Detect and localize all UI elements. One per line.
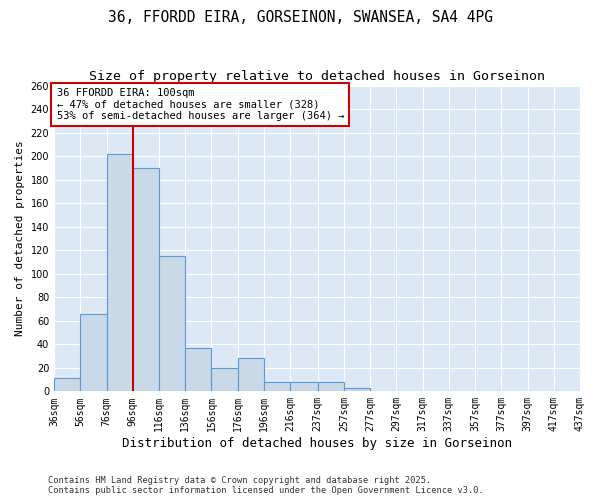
Text: 36 FFORDD EIRA: 100sqm
← 47% of detached houses are smaller (328)
53% of semi-de: 36 FFORDD EIRA: 100sqm ← 47% of detached… <box>56 88 344 121</box>
Bar <box>54 378 80 392</box>
Bar <box>133 168 159 392</box>
Title: Size of property relative to detached houses in Gorseinon: Size of property relative to detached ho… <box>89 70 545 83</box>
Bar <box>344 388 370 392</box>
Bar <box>185 348 211 392</box>
Bar <box>211 368 238 392</box>
Bar <box>80 314 107 392</box>
Bar <box>159 256 185 392</box>
Text: 36, FFORDD EIRA, GORSEINON, SWANSEA, SA4 4PG: 36, FFORDD EIRA, GORSEINON, SWANSEA, SA4… <box>107 10 493 25</box>
Bar <box>264 382 290 392</box>
Bar <box>107 154 133 392</box>
Bar <box>238 358 264 392</box>
Bar <box>290 382 317 392</box>
X-axis label: Distribution of detached houses by size in Gorseinon: Distribution of detached houses by size … <box>122 437 512 450</box>
Bar <box>317 382 344 392</box>
Text: Contains HM Land Registry data © Crown copyright and database right 2025.
Contai: Contains HM Land Registry data © Crown c… <box>48 476 484 495</box>
Y-axis label: Number of detached properties: Number of detached properties <box>15 140 25 336</box>
